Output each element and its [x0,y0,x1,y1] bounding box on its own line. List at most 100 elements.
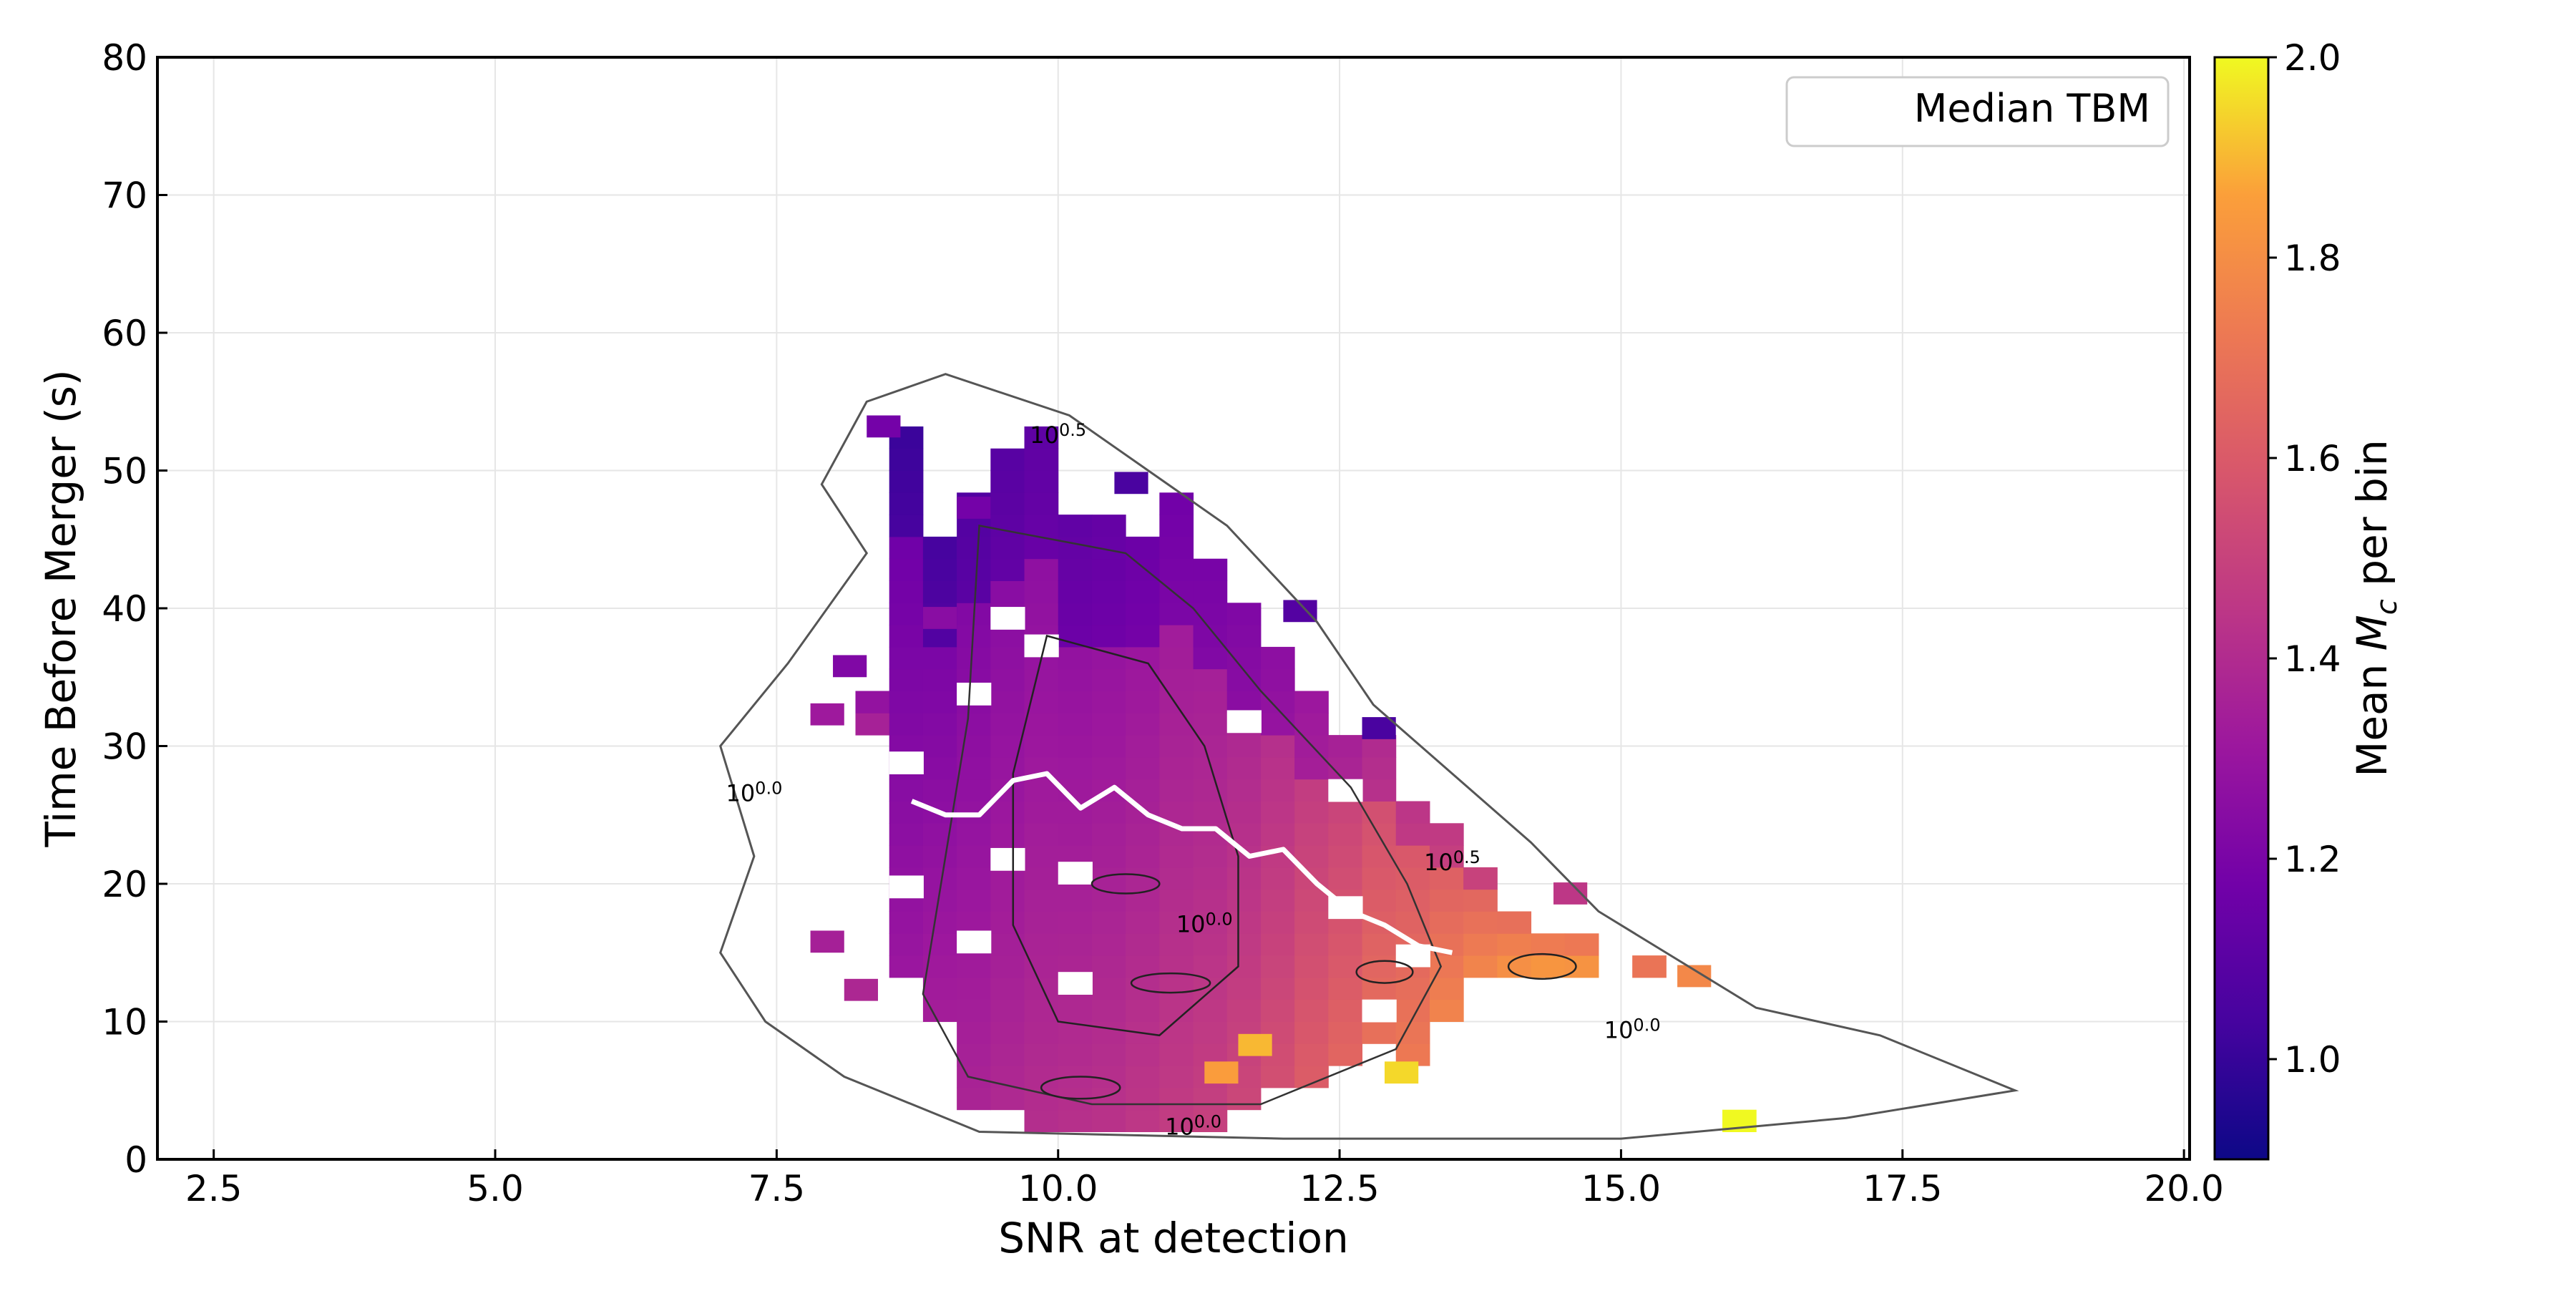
heatmap-cell [1091,1087,1126,1111]
heatmap-cell [1193,580,1228,603]
heatmap-cell [1058,713,1093,736]
heatmap-cell [990,668,1025,691]
heatmap-cell [889,933,924,956]
heatmap-cell [1024,867,1059,890]
heatmap-cell [1058,580,1093,603]
heatmap-cell [1091,1043,1126,1066]
colorbar-ticks: 1.0 1.2 1.4 1.6 1.8 2.0 [2268,37,2341,1081]
heatmap-cell [844,978,878,1001]
heatmap-cell [1058,515,1093,537]
heatmap-cell [889,470,924,493]
heatmap-cell [957,801,991,824]
heatmap-cell [1126,1066,1160,1088]
heatmap-cell [1159,536,1194,560]
heatmap-cell [1226,756,1262,780]
colorbar-gradient [2213,56,2270,1161]
median-tbm-series [910,771,1453,955]
heatmap-cell [1126,933,1160,956]
heatmap-cell [1091,911,1126,934]
heatmap-cell [1429,867,1464,890]
heatmap-cell [1126,536,1160,560]
heatmap-cell [1328,999,1363,1022]
heatmap-cell [889,515,924,537]
heatmap-cell [1294,691,1329,713]
heatmap-cell [990,492,1025,515]
heatmap-cell [1159,558,1194,581]
heatmap-cell [1362,801,1397,824]
x-tick-label: 20.0 [2144,1168,2223,1209]
heatmap-cell [957,845,991,868]
heatmap-cell [1260,889,1295,912]
contour-core [1012,634,1239,1037]
heatmap-cell [1058,558,1093,581]
heatmap-cell [957,558,991,581]
heatmap-cell [1126,603,1160,625]
heatmap-cell [1564,933,1599,956]
contour-labels: 100.5 100.0 100.0 100.0 100.0 100.5 [726,420,1660,1140]
heatmap-cell [1091,646,1126,670]
heatmap-cell [922,735,957,758]
contour-label: 100.0 [1176,909,1233,937]
heatmap-cell [1126,1109,1160,1132]
heatmap-cell [990,867,1025,890]
heatmap-cell [1058,536,1093,560]
heatmap-cell [1226,977,1262,1000]
heatmap-cell [1159,889,1194,912]
heatmap-cell [1395,867,1430,890]
heatmap-cell [990,646,1025,670]
heatmap-cell [957,713,991,736]
contour-label: 100.0 [726,779,782,807]
heatmap-cell [1126,1043,1160,1066]
heatmap-cell [1058,889,1093,912]
heatmap-cell [1159,492,1194,515]
y-tick-label: 50 [102,451,147,492]
heatmap-cell [1159,646,1194,670]
empty-bin [957,682,992,706]
heatmap-cell [1193,691,1228,713]
heatmap-cell [1024,1087,1059,1111]
heatmap-cell [1091,823,1126,846]
heatmap-cell [1226,911,1262,934]
heatmap-cell [1058,668,1093,691]
contour-label: 100.0 [1604,1015,1661,1044]
heatmap-cell [1463,933,1498,956]
heatmap-cell [1260,999,1295,1022]
heatmap-cell [1193,1021,1228,1044]
heatmap-cell [1429,977,1464,1000]
heatmap-cell [1024,603,1059,625]
heatmap-cell [1159,779,1194,802]
heatmap-cell [1294,1043,1329,1066]
heatmap-cell [1226,867,1262,890]
heatmap-cell [1328,977,1363,1000]
colorbar-label: Mean Mc per bin [2348,439,2404,776]
heatmap-cell [1159,603,1194,625]
y-axis-label: Time Before Merger (s) [36,369,85,847]
heatmap-cell [1362,955,1397,978]
heatmap-cell [1024,558,1059,581]
heatmap-cell [1362,779,1397,802]
heatmap-cell [990,691,1025,713]
y-tick-label: 40 [102,588,147,630]
heatmap-cell [957,646,991,670]
heatmap-cell [1260,911,1295,934]
heatmap-cell [1126,823,1160,846]
heatmap-cell [1193,558,1228,581]
heatmap-cell [1260,867,1295,890]
heatmap-cell [1024,955,1059,978]
heatmap-cell [1159,756,1194,780]
heatmap-cell [1294,933,1329,956]
heatmap-cell [1126,999,1160,1022]
heatmap-cell [1294,889,1329,912]
heatmap-cell [957,1021,991,1044]
heatmap-cell [1226,779,1262,802]
heatmap-cell [1058,911,1093,934]
heatmap-cell [1260,735,1295,758]
heatmap-cell [1159,1066,1194,1088]
heatmap-cell [1429,911,1464,934]
heatmap-cell [922,911,957,934]
x-tick-label: 17.5 [1863,1168,1942,1209]
heatmap-cell [1463,867,1498,890]
heatmap-cell [990,933,1025,956]
heatmap-cell [922,779,957,802]
